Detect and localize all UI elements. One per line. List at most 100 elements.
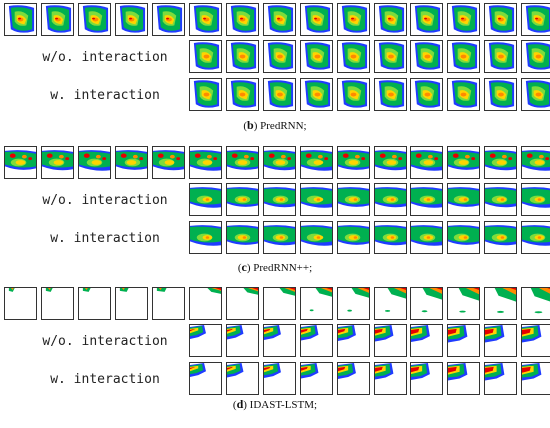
frame-row — [0, 146, 550, 182]
radar-frame — [40, 3, 74, 36]
caption-text: PredRNN; — [260, 120, 307, 132]
radar-frame — [410, 362, 444, 395]
radar-frame — [447, 324, 481, 357]
frame-row: w. interaction — [0, 362, 550, 398]
row-label: w. interaction — [50, 231, 160, 246]
radar-frame — [188, 362, 222, 395]
radar-frame — [262, 287, 296, 320]
row-label: w. interaction — [50, 372, 160, 387]
radar-frame — [484, 287, 518, 320]
radar-frame — [521, 221, 550, 254]
caption-text: PredRNN++; — [253, 262, 313, 274]
caption-letter: d — [236, 397, 244, 411]
radar-frame — [188, 221, 222, 254]
radar-frame — [225, 40, 259, 73]
radar-frame — [114, 287, 148, 320]
radar-frame — [188, 146, 222, 179]
radar-frame — [373, 3, 407, 36]
radar-frame — [336, 183, 370, 216]
radar-frame — [299, 221, 333, 254]
radar-frame — [225, 146, 259, 179]
radar-frame — [484, 146, 518, 179]
radar-frame — [521, 324, 550, 357]
radar-frame — [447, 78, 481, 111]
row-label: w. interaction — [50, 88, 160, 103]
radar-frame — [410, 78, 444, 111]
radar-frame — [373, 40, 407, 73]
caption-letter: c — [241, 260, 247, 274]
frame-row: w. interaction — [0, 78, 550, 114]
radar-frame — [151, 146, 185, 179]
panel-caption: (c) PredRNN++; — [237, 260, 313, 274]
radar-frame — [521, 40, 550, 73]
radar-frame — [336, 324, 370, 357]
radar-frame — [299, 40, 333, 73]
radar-frame — [484, 3, 518, 36]
radar-frame — [188, 287, 222, 320]
radar-frame — [114, 3, 148, 36]
radar-frame — [114, 146, 148, 179]
caption-letter: b — [247, 118, 254, 132]
radar-frame — [410, 287, 444, 320]
radar-frame — [225, 78, 259, 111]
radar-frame — [299, 287, 333, 320]
radar-frame — [484, 221, 518, 254]
radar-frame — [336, 362, 370, 395]
radar-frame — [4, 287, 37, 320]
radar-frame — [336, 287, 370, 320]
radar-frame — [336, 78, 370, 111]
radar-frame — [188, 40, 222, 73]
radar-frame — [336, 3, 370, 36]
radar-frame — [188, 78, 222, 111]
radar-frame — [77, 287, 111, 320]
radar-frame — [262, 78, 296, 111]
radar-frame — [299, 78, 333, 111]
radar-frame — [299, 362, 333, 395]
radar-frame — [521, 78, 550, 111]
frame-row: w/o. interaction — [0, 40, 550, 76]
radar-frame — [373, 362, 407, 395]
radar-frame — [262, 3, 296, 36]
radar-frame — [484, 40, 518, 73]
radar-frame — [225, 3, 259, 36]
radar-frame — [373, 78, 407, 111]
radar-frame — [521, 287, 550, 320]
radar-frame — [410, 183, 444, 216]
row-label: w/o. interaction — [42, 50, 168, 65]
radar-frame — [336, 40, 370, 73]
radar-frame — [410, 324, 444, 357]
radar-frame — [447, 287, 481, 320]
radar-frame — [447, 362, 481, 395]
radar-frame — [410, 3, 444, 36]
frame-row — [0, 3, 550, 39]
panel-c: w/o. interaction w. interaction — [0, 146, 550, 286]
radar-frame — [151, 287, 185, 320]
radar-frame — [262, 362, 296, 395]
row-label: w/o. interaction — [42, 334, 168, 349]
radar-frame — [373, 287, 407, 320]
radar-frame — [521, 362, 550, 395]
frame-row: w/o. interaction — [0, 183, 550, 219]
radar-frame — [484, 324, 518, 357]
radar-frame — [299, 324, 333, 357]
radar-frame — [77, 3, 111, 36]
radar-frame — [447, 221, 481, 254]
frame-row: w. interaction — [0, 221, 550, 257]
radar-frame — [262, 183, 296, 216]
panel-caption: (b) PredRNN; — [243, 118, 307, 132]
row-label: w/o. interaction — [42, 193, 168, 208]
radar-frame — [521, 183, 550, 216]
radar-frame — [410, 146, 444, 179]
radar-frame — [336, 221, 370, 254]
panel-d: w/o. interaction w. interaction — [0, 287, 550, 427]
radar-frame — [336, 146, 370, 179]
radar-frame — [299, 183, 333, 216]
radar-frame — [484, 362, 518, 395]
radar-frame — [225, 183, 259, 216]
radar-frame — [447, 146, 481, 179]
radar-frame — [299, 146, 333, 179]
radar-frame — [225, 324, 259, 357]
radar-frame — [225, 221, 259, 254]
panel-b: w/o. interaction w. interaction — [0, 3, 550, 143]
frame-row — [0, 287, 550, 323]
